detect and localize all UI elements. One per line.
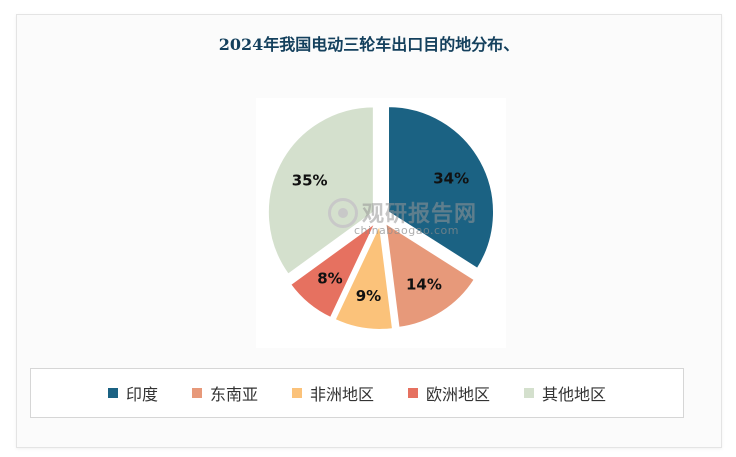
legend-swatch-3 [408, 388, 418, 398]
watermark-url: chinabaogao.com [354, 224, 459, 237]
pie-data-label-4: 35% [292, 172, 328, 190]
pie-data-label-1: 14% [406, 276, 442, 294]
chart-legend: 印度 东南亚 非洲地区 欧洲地区 其他地区 [30, 368, 684, 418]
legend-label-2: 非洲地区 [309, 385, 374, 404]
legend-item-3: 欧洲地区 [408, 381, 490, 405]
pie-area: 34% 14% 9% 8% 35% [256, 98, 506, 348]
pie-slice-1 [384, 220, 477, 330]
legend-label-1: 东南亚 [209, 385, 258, 404]
watermark-logo-icon [328, 198, 358, 228]
pie-slice-4 [266, 105, 375, 277]
legend-item-4: 其他地区 [524, 381, 606, 405]
pie-slice-3 [288, 221, 377, 320]
pie-data-label-0: 34% [433, 169, 469, 187]
pie-data-label-3: 8% [317, 270, 342, 288]
pie-slice-2 [333, 220, 395, 331]
legend-swatch-2 [291, 388, 302, 398]
legend-swatch-1 [191, 388, 202, 398]
legend-swatch-0 [107, 388, 118, 398]
legend-label-3: 欧洲地区 [426, 385, 491, 404]
legend-item-2: 非洲地区 [291, 381, 374, 405]
pie-data-label-2: 9% [356, 287, 381, 305]
legend-label-0: 印度 [125, 385, 158, 404]
chart-title: 2024年我国电动三轮车出口目的地分布、 [218, 35, 520, 54]
legend-label-4: 其他地区 [542, 385, 607, 404]
pie-slice-0 [387, 105, 496, 271]
watermark: 观研报告网 chinabaogao.com [328, 196, 488, 244]
watermark-text: 观研报告网 [362, 202, 478, 227]
legend-item-0: 印度 [107, 381, 158, 405]
pie-chart: 34% 14% 9% 8% 35% [266, 105, 496, 331]
legend-swatch-4 [524, 388, 535, 398]
legend-item-1: 东南亚 [191, 381, 258, 405]
